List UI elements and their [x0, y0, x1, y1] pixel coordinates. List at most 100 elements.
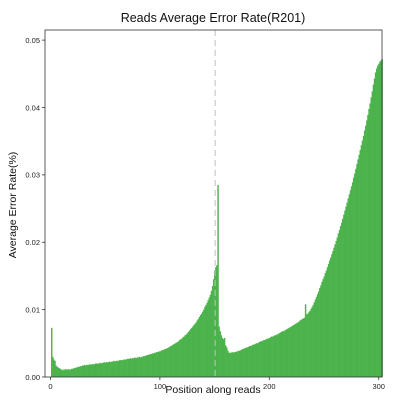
bar [288, 327, 290, 377]
bar [291, 325, 294, 377]
bar [319, 288, 321, 377]
bar [320, 285, 322, 377]
bar [368, 108, 370, 377]
bar [350, 186, 353, 377]
bar [361, 140, 364, 377]
bar [184, 335, 186, 377]
bar [154, 352, 157, 377]
bar [279, 332, 282, 377]
bar [163, 349, 166, 377]
bar [100, 363, 102, 377]
x-tick-label: 0 [48, 382, 52, 391]
bar [131, 358, 134, 377]
bar [169, 346, 171, 377]
bar [221, 337, 224, 377]
bar [357, 159, 359, 377]
bar [69, 369, 72, 377]
bar [282, 331, 285, 377]
x-tick-label: 300 [372, 382, 385, 391]
bar [234, 352, 237, 377]
bar [345, 206, 347, 377]
bar [268, 337, 271, 377]
bar [59, 368, 62, 377]
bar [297, 322, 299, 377]
bar [231, 352, 233, 377]
y-axis-ticks: 0.00 0.01 0.02 0.03 0.04 0.05 [25, 36, 45, 382]
bar [312, 304, 314, 377]
bar [371, 91, 374, 377]
bar [366, 120, 368, 377]
bar [272, 336, 274, 377]
x-axis-ticks: 0 100 200 300 [48, 377, 385, 391]
bar [215, 267, 217, 377]
bar [300, 319, 302, 377]
bar [308, 312, 310, 377]
bar [68, 369, 70, 377]
bar [56, 366, 58, 377]
bar [106, 362, 109, 377]
bar [233, 352, 236, 377]
bar [375, 68, 378, 377]
bar [94, 363, 97, 377]
bar [260, 341, 262, 377]
bar [105, 362, 108, 377]
bar [229, 352, 231, 377]
bar [227, 350, 229, 377]
bar [91, 364, 93, 377]
bar [93, 364, 96, 377]
bar [237, 351, 239, 377]
bar [304, 304, 307, 377]
bar [367, 114, 369, 378]
bar [276, 334, 278, 377]
bar [275, 335, 277, 377]
bar [330, 257, 332, 377]
bar [118, 360, 121, 377]
bar [170, 346, 172, 377]
bar [334, 244, 336, 377]
bar [112, 361, 114, 377]
y-tick-label: 0.03 [25, 171, 40, 180]
bar [79, 366, 81, 377]
bar [315, 296, 318, 377]
bar [173, 343, 175, 377]
bar [124, 359, 126, 377]
y-tick-label: 0.00 [25, 373, 40, 382]
bar [346, 202, 348, 377]
bar [156, 352, 158, 377]
bar [296, 323, 298, 377]
bar [251, 345, 253, 377]
bar [199, 315, 202, 377]
bar [307, 313, 309, 377]
bar [55, 365, 57, 377]
bar [115, 360, 118, 377]
bar [185, 334, 188, 377]
y-axis-label: Average Error Rate(%) [7, 152, 19, 259]
bar [148, 354, 150, 377]
bar [181, 338, 183, 377]
bar [66, 370, 68, 377]
bar [353, 177, 355, 377]
bar [363, 130, 366, 377]
bar [342, 218, 344, 377]
bar [128, 358, 131, 377]
bar [99, 362, 101, 377]
bar [63, 369, 65, 377]
bar [261, 341, 263, 377]
bar [107, 362, 110, 377]
bar [174, 343, 177, 377]
bar [299, 320, 301, 377]
bar [287, 328, 289, 377]
bar [323, 276, 325, 377]
bar [247, 346, 250, 377]
bar [311, 306, 313, 377]
bar [310, 308, 312, 377]
bar [144, 356, 146, 377]
bar [145, 355, 147, 377]
bar [67, 368, 69, 377]
bar [339, 226, 342, 377]
y-tick-label: 0.05 [25, 36, 40, 45]
bar [378, 63, 380, 377]
bar [223, 337, 226, 377]
bar [365, 125, 367, 378]
bar [96, 363, 99, 377]
